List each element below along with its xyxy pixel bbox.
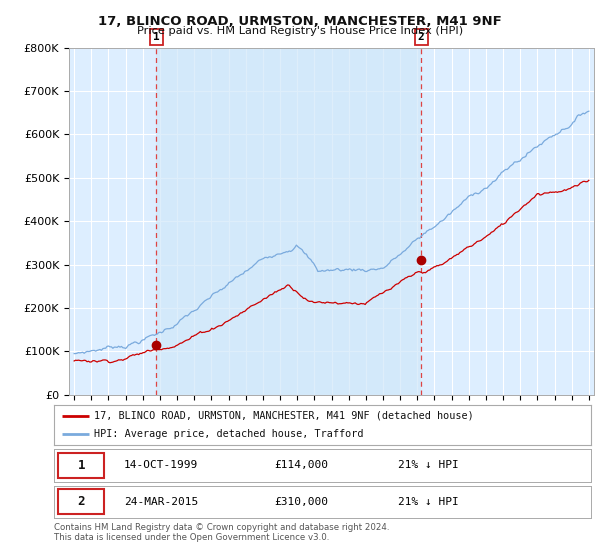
FancyBboxPatch shape (58, 489, 104, 515)
Text: 21% ↓ HPI: 21% ↓ HPI (398, 497, 458, 507)
Text: 2: 2 (77, 495, 85, 508)
Text: 17, BLINCO ROAD, URMSTON, MANCHESTER, M41 9NF: 17, BLINCO ROAD, URMSTON, MANCHESTER, M4… (98, 15, 502, 28)
Text: 24-MAR-2015: 24-MAR-2015 (124, 497, 198, 507)
Text: 2: 2 (418, 32, 425, 42)
Text: £310,000: £310,000 (274, 497, 328, 507)
Text: HPI: Average price, detached house, Trafford: HPI: Average price, detached house, Traf… (94, 430, 364, 439)
Text: 1: 1 (153, 32, 160, 42)
Text: £114,000: £114,000 (274, 460, 328, 470)
Text: 1: 1 (77, 459, 85, 472)
Text: Price paid vs. HM Land Registry's House Price Index (HPI): Price paid vs. HM Land Registry's House … (137, 26, 463, 36)
Bar (157, 48, 421, 395)
FancyBboxPatch shape (58, 452, 104, 478)
Text: Contains HM Land Registry data © Crown copyright and database right 2024.
This d: Contains HM Land Registry data © Crown c… (54, 523, 389, 543)
Text: 17, BLINCO ROAD, URMSTON, MANCHESTER, M41 9NF (detached house): 17, BLINCO ROAD, URMSTON, MANCHESTER, M4… (94, 411, 474, 421)
Text: 21% ↓ HPI: 21% ↓ HPI (398, 460, 458, 470)
Text: 14-OCT-1999: 14-OCT-1999 (124, 460, 198, 470)
